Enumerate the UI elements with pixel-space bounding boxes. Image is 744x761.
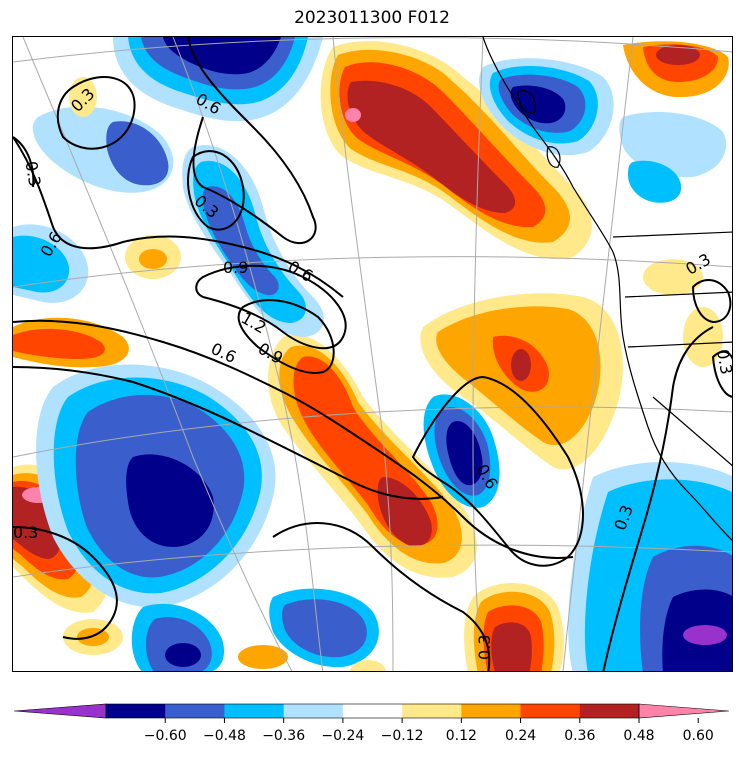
negative-anomaly-north-4 xyxy=(163,37,281,75)
colorbar-segment xyxy=(165,704,225,718)
positive-anomaly-small-1b xyxy=(139,249,167,269)
latitude-line xyxy=(13,256,732,288)
colorbar-segment xyxy=(283,704,344,718)
map-panel: 0.3 0.6 0.3 0.6 0.3 0.9 0.6 1.2 0.9 0.6 … xyxy=(12,36,733,672)
contour-lines xyxy=(13,37,732,671)
colorbar-tick-label: 0.12 xyxy=(446,728,477,744)
coastlines xyxy=(482,37,732,541)
positive-anomaly-small-6b xyxy=(643,259,703,295)
negative-anomaly-west-central-2 xyxy=(13,235,70,293)
colorbar-tick-label: 0.36 xyxy=(564,728,595,744)
colorbar-extend-low xyxy=(13,703,107,719)
colorbar-segment xyxy=(106,704,166,718)
contour-line xyxy=(13,319,574,559)
colorbar-tick-label: −0.48 xyxy=(203,728,246,744)
positive-anomaly-south-4 xyxy=(491,622,532,671)
colorbar-tick-label: −0.60 xyxy=(144,728,187,744)
contour-line xyxy=(13,136,35,188)
contour-line xyxy=(13,366,444,500)
contour-line xyxy=(13,526,118,640)
colorbar-tick-label: 0.48 xyxy=(623,728,654,744)
positive-anomaly-north-4 xyxy=(347,80,516,213)
longitude-line xyxy=(172,37,324,671)
colorbar-ticks: −0.60 −0.48 −0.36 −0.24 −0.12 0.12 0.24 0.36 0.4… xyxy=(144,718,714,744)
state-border xyxy=(627,341,732,348)
positive-anomaly-small-4 xyxy=(238,645,288,669)
negative-anomaly-central-west-4 xyxy=(126,454,214,547)
positive-anomaly-small-5 xyxy=(350,660,386,671)
colorbar-tick-label: −0.36 xyxy=(262,728,305,744)
contour-label: 0.3 xyxy=(21,160,44,188)
state-border xyxy=(612,231,732,238)
colorbar-extend-high xyxy=(638,703,730,719)
colorbar-segment xyxy=(402,704,462,718)
colorbar-segment xyxy=(520,704,581,718)
north-american-coastline xyxy=(482,37,732,541)
negative-anomaly-tongue-3 xyxy=(202,186,279,296)
colorbar-segment xyxy=(461,704,522,718)
colorbar-tick-label: −0.24 xyxy=(321,728,364,744)
map-svg: 0.3 0.6 0.3 0.6 0.3 0.9 0.6 1.2 0.9 0.6 … xyxy=(13,37,733,671)
contour-line xyxy=(691,279,732,324)
contour-line xyxy=(272,522,491,671)
contour-line xyxy=(195,264,347,350)
island-outline xyxy=(517,90,537,114)
positive-anomaly-east-4 xyxy=(511,349,531,381)
map-title: 2023011300 F012 xyxy=(294,8,450,28)
negative-anomaly-east-patch-2 xyxy=(628,160,682,203)
colorbar-segment xyxy=(342,704,403,718)
longitude-line xyxy=(562,37,634,671)
positive-anomaly-small-3b xyxy=(77,628,109,646)
colorbar-tick-label: −0.12 xyxy=(381,728,424,744)
contour-label: 0.3 xyxy=(13,523,38,542)
colorbar-svg: −0.60 −0.48 −0.36 −0.24 −0.12 0.12 0.24 0.36 0.4… xyxy=(13,703,730,744)
shaded-field xyxy=(13,37,732,671)
contour-line xyxy=(187,150,245,231)
positive-anomaly-central-4 xyxy=(377,477,432,547)
positive-anomaly-peak-1 xyxy=(345,108,361,122)
contour-line xyxy=(237,299,335,374)
negative-anomaly-southwest-3 xyxy=(165,643,201,667)
longitude-line xyxy=(472,37,484,671)
negative-anomaly-southeast-peak xyxy=(683,625,727,645)
longitude-line xyxy=(332,37,394,671)
colorbar-segment xyxy=(224,704,285,718)
colorbar-tick-label: 0.60 xyxy=(683,728,714,744)
colorbar-tick-label: 0.24 xyxy=(505,728,536,744)
contour-line xyxy=(411,375,584,567)
state-border xyxy=(652,396,732,467)
contour-label: 0.3 xyxy=(475,635,494,660)
positive-anomaly-northwest-2 xyxy=(13,328,105,359)
latitude-line xyxy=(13,406,732,458)
island-outline xyxy=(546,146,561,168)
positive-anomaly-small-2 xyxy=(69,77,97,117)
contour-line xyxy=(711,350,732,398)
contour-line xyxy=(187,37,317,244)
contour-line xyxy=(13,136,344,298)
contour-label: 0.3 xyxy=(713,348,733,376)
contour-label: 0.9 xyxy=(223,258,248,277)
positive-anomaly-northeast-3 xyxy=(656,45,700,65)
colorbar-outline xyxy=(105,703,640,719)
colorbar-segments xyxy=(13,703,730,719)
state-border xyxy=(624,291,732,298)
contour-line xyxy=(56,76,136,150)
latitude-line xyxy=(13,37,732,63)
contour-line xyxy=(602,326,714,671)
colorbar: −0.60 −0.48 −0.36 −0.24 −0.12 0.12 0.24 0.36 0.4… xyxy=(0,696,744,757)
colorbar-segment xyxy=(579,704,640,718)
negative-anomaly-south-mid-2 xyxy=(282,599,367,658)
